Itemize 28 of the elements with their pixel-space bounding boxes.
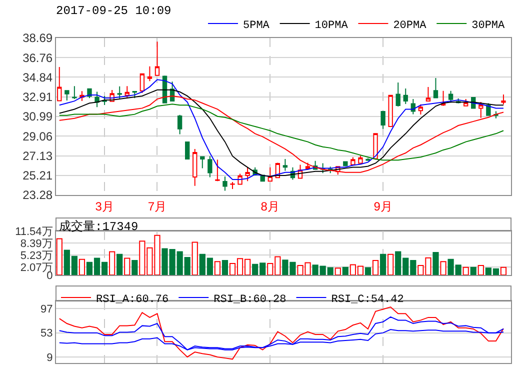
x-tick-label: 8月 [260, 199, 280, 214]
y-tick-label: 5.23万 [20, 250, 53, 262]
y-tick-label: 8.39万 [20, 238, 53, 250]
legend-label: 10PMA [314, 20, 348, 32]
chart-title: 2017-09-25 10:09 [56, 4, 172, 18]
legend-label: 30PMA [472, 20, 506, 32]
chart-title: 成交量:17349 [59, 219, 138, 234]
y-tick-label: 34.84 [22, 70, 53, 84]
y-tick-label: 9 [46, 352, 53, 364]
y-tick-label: 38.69 [22, 31, 53, 46]
x-tick-label: 7月 [148, 199, 167, 214]
y-tick-label: 53 [40, 328, 53, 340]
legend-label: 5PMA [243, 20, 270, 32]
legend-label: RSI_B:60.28 [214, 294, 286, 306]
y-tick-label: 36.76 [22, 50, 53, 65]
y-tick-label: 11.54万 [15, 226, 53, 238]
x-tick-label: 9月 [374, 199, 392, 214]
y-tick-label: 25.21 [22, 168, 53, 183]
x-tick-label: 3月 [95, 199, 114, 214]
legend-label: RSI_A:60.76 [96, 294, 169, 306]
legend-label: 20PMA [393, 20, 427, 32]
y-tick-label: 97 [40, 304, 53, 316]
y-tick-label: 29.06 [22, 129, 53, 144]
legend-label: RSI_C:54.42 [331, 294, 404, 306]
y-tick-label: 27.13 [22, 148, 53, 163]
y-tick-label: 32.91 [22, 90, 53, 104]
y-tick-label: 30.99 [22, 110, 53, 124]
y-tick-label: 23.28 [22, 188, 53, 202]
